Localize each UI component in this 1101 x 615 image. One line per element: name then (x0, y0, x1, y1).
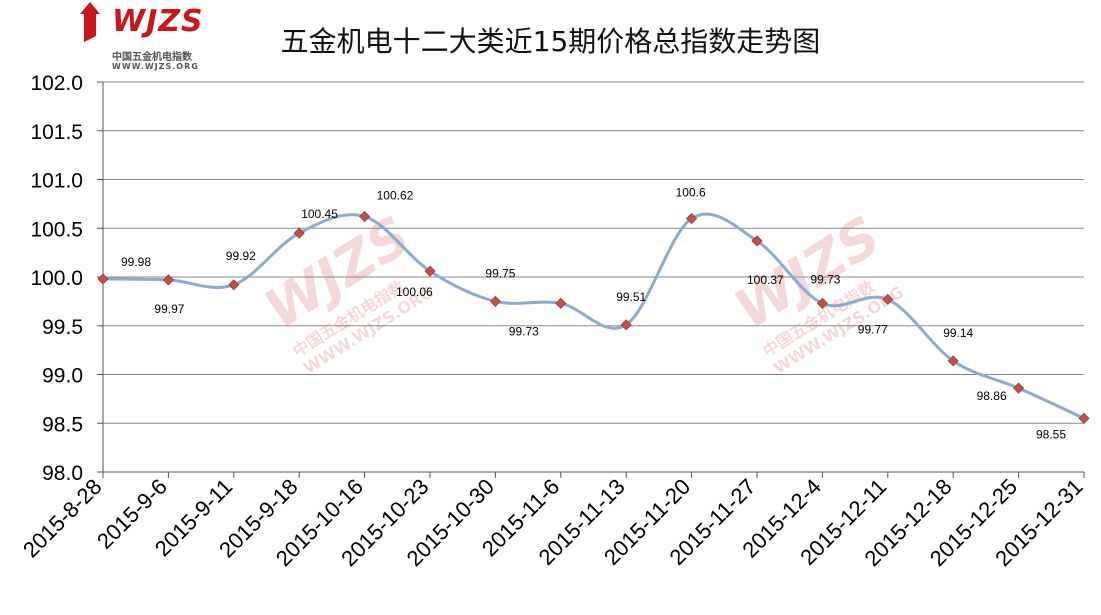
data-label: 100.6 (676, 186, 706, 200)
data-label: 99.14 (943, 326, 973, 340)
data-label: 98.86 (977, 389, 1007, 403)
data-label: 99.92 (226, 249, 256, 263)
data-point-marker (816, 297, 828, 309)
data-point-marker (1013, 382, 1025, 394)
y-tick-label: 100.0 (30, 267, 83, 290)
data-point-marker (1078, 412, 1090, 424)
gridlines (103, 81, 1084, 473)
logo-wordmark: WJZS (112, 4, 204, 39)
data-label: 99.97 (154, 302, 184, 316)
data-label: 98.55 (1036, 427, 1066, 441)
data-point-marker (751, 235, 763, 247)
y-tick-label: 99.5 (42, 316, 83, 339)
logo-url-text: WWW.WJZS.ORG (112, 62, 199, 71)
data-point-marker (555, 297, 567, 309)
x-tick-labels: 2015-8-282015-9-62015-9-112015-9-182015-… (18, 474, 1088, 571)
data-label: 99.51 (616, 290, 646, 304)
logo-cn-text: 中国五金机电指数 (112, 52, 192, 63)
wjzs-logo: WJZS 中国五金机电指数 WWW.WJZS.ORG (78, 2, 208, 76)
data-label: 99.75 (485, 266, 515, 280)
y-tick-labels: 98.0 98.5 99.0 99.5 100.0 100.5 101.0 101.5 102.… (30, 72, 83, 485)
data-markers (97, 210, 1090, 424)
data-label: 100.37 (747, 273, 784, 287)
data-point-marker (424, 265, 436, 277)
logo-arrow-icon (80, 2, 100, 42)
data-point-marker (620, 319, 632, 331)
series-line (102, 212, 1085, 420)
data-label: 99.98 (121, 255, 151, 269)
chart-title: 五金机电十二大类近15期价格总指数走势图 (280, 25, 821, 58)
data-point-marker (686, 212, 698, 225)
data-point-marker (162, 274, 174, 286)
y-tick-label: 98.0 (42, 462, 83, 485)
data-point-marker (97, 273, 109, 285)
y-tick-label: 98.5 (42, 413, 83, 436)
data-point-marker (882, 293, 894, 305)
y-tick-label: 100.5 (30, 218, 83, 241)
series-line-path (102, 212, 1085, 420)
x-tick-label: 2015-8-28 (18, 474, 107, 563)
data-label: 100.62 (377, 189, 414, 203)
data-label: 99.77 (858, 322, 888, 336)
data-label: 100.45 (301, 207, 338, 221)
data-point-marker (228, 279, 240, 291)
data-labels: 99.98 99.97 99.92 100.45 100.62 100.06 99.75 99… (121, 186, 1066, 442)
data-label: 99.73 (509, 324, 539, 338)
y-tick-label: 102.0 (30, 72, 83, 95)
data-label: 100.06 (396, 285, 433, 299)
y-tick-label: 101.0 (30, 170, 83, 193)
data-point-marker (359, 210, 371, 223)
data-label: 99.73 (810, 272, 840, 286)
y-tick-label: 99.0 (42, 365, 83, 388)
y-tick-label: 101.5 (30, 121, 83, 144)
data-point-marker (947, 355, 959, 367)
data-point-marker (489, 295, 501, 307)
data-point-marker (293, 227, 305, 239)
